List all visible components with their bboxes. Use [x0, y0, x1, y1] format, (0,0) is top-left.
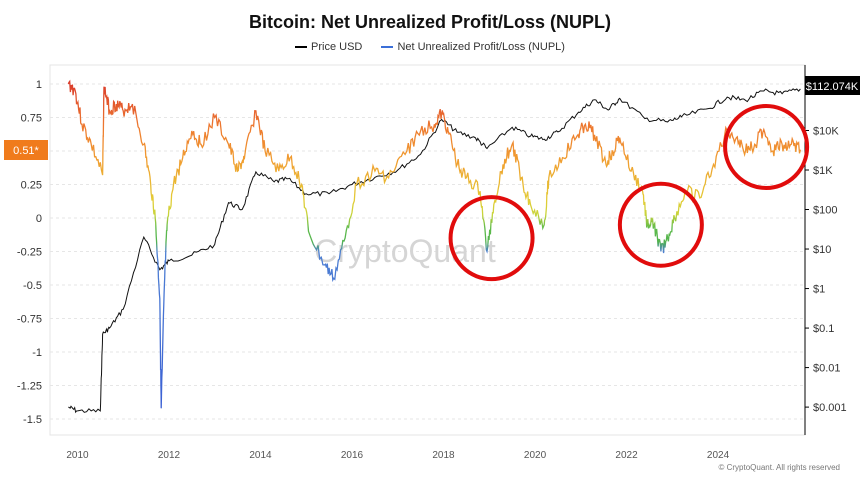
nupl-swatch — [381, 46, 394, 49]
x-tick-label: 2010 — [66, 450, 89, 461]
left-tick-label: -0.5 — [23, 280, 42, 292]
left-tick-label: -1 — [32, 347, 42, 359]
x-tick-label: 2024 — [707, 450, 730, 461]
right-tick-label: $10 — [813, 244, 831, 256]
left-tick-label: -1.5 — [23, 414, 42, 426]
left-tick-label: 1 — [36, 79, 42, 91]
left-tick-label: -0.75 — [17, 314, 42, 326]
x-tick-label: 2016 — [341, 450, 364, 461]
left-tick-label: -1.25 — [17, 381, 42, 393]
legend-label-nupl: Net Unrealized Profit/Loss (NUPL) — [397, 41, 565, 53]
red-circle-annotation — [448, 195, 535, 282]
price-swatch — [295, 46, 308, 49]
gridlines — [49, 64, 806, 436]
right-tick-label: $1 — [813, 284, 825, 296]
x-tick-label: 2014 — [249, 450, 272, 461]
right-tick-label: $0.1 — [813, 323, 834, 335]
legend-item-price[interactable]: Price USD — [295, 41, 362, 53]
credit-text: © CryptoQuant. All rights reserved — [718, 463, 841, 472]
x-tick-label: 2020 — [524, 450, 547, 461]
left-tick-label: 0.75 — [21, 113, 42, 125]
x-tick-label: 2018 — [432, 450, 455, 461]
x-tick-label: 2012 — [158, 450, 181, 461]
chart-legend: Price USD Net Unrealized Profit/Loss (NU… — [0, 41, 860, 53]
watermark: CryptoQuant — [314, 233, 496, 269]
legend-item-nupl[interactable]: Net Unrealized Profit/Loss (NUPL) — [381, 41, 565, 53]
current-nupl-marker: 0.51* — [4, 140, 48, 160]
left-tick-label: 0.25 — [21, 180, 42, 192]
current-price-label: $112.074K — [806, 81, 859, 93]
right-tick-label: $10K — [813, 125, 839, 137]
right-tick-label: $0.001 — [813, 402, 847, 414]
x-tick-label: 2022 — [615, 450, 638, 461]
current-nupl-box — [4, 140, 48, 160]
right-tick-label: $1K — [813, 165, 833, 177]
chart-title: Bitcoin: Net Unrealized Profit/Loss (NUP… — [248, 12, 612, 32]
left-tick-label: -0.25 — [17, 247, 42, 259]
left-tick-label: 0 — [36, 213, 42, 225]
red-circle-annotation — [617, 181, 704, 268]
right-tick-label: $100 — [813, 205, 837, 217]
current-price-marker: $112.074K — [805, 76, 860, 95]
x-axis: 2010 2012 2014 2016 2018 2020 2022 2024 — [66, 450, 729, 461]
left-axis: 10.750.50.250-0.25-0.5-0.75-1-1.25-1.5 — [17, 79, 42, 426]
nupl-line — [67, 79, 802, 409]
right-tick-label: $0.01 — [813, 363, 841, 375]
legend-label-price: Price USD — [311, 41, 363, 53]
price-line — [68, 88, 801, 414]
right-axis: $10K $1K $100 $10 $1 $0.1 $0.01 $0.001 — [805, 125, 847, 414]
red-circle-annotation — [723, 103, 810, 190]
annotations — [448, 103, 810, 282]
current-price-box — [805, 76, 860, 95]
current-nupl-label: 0.51* — [13, 145, 39, 157]
